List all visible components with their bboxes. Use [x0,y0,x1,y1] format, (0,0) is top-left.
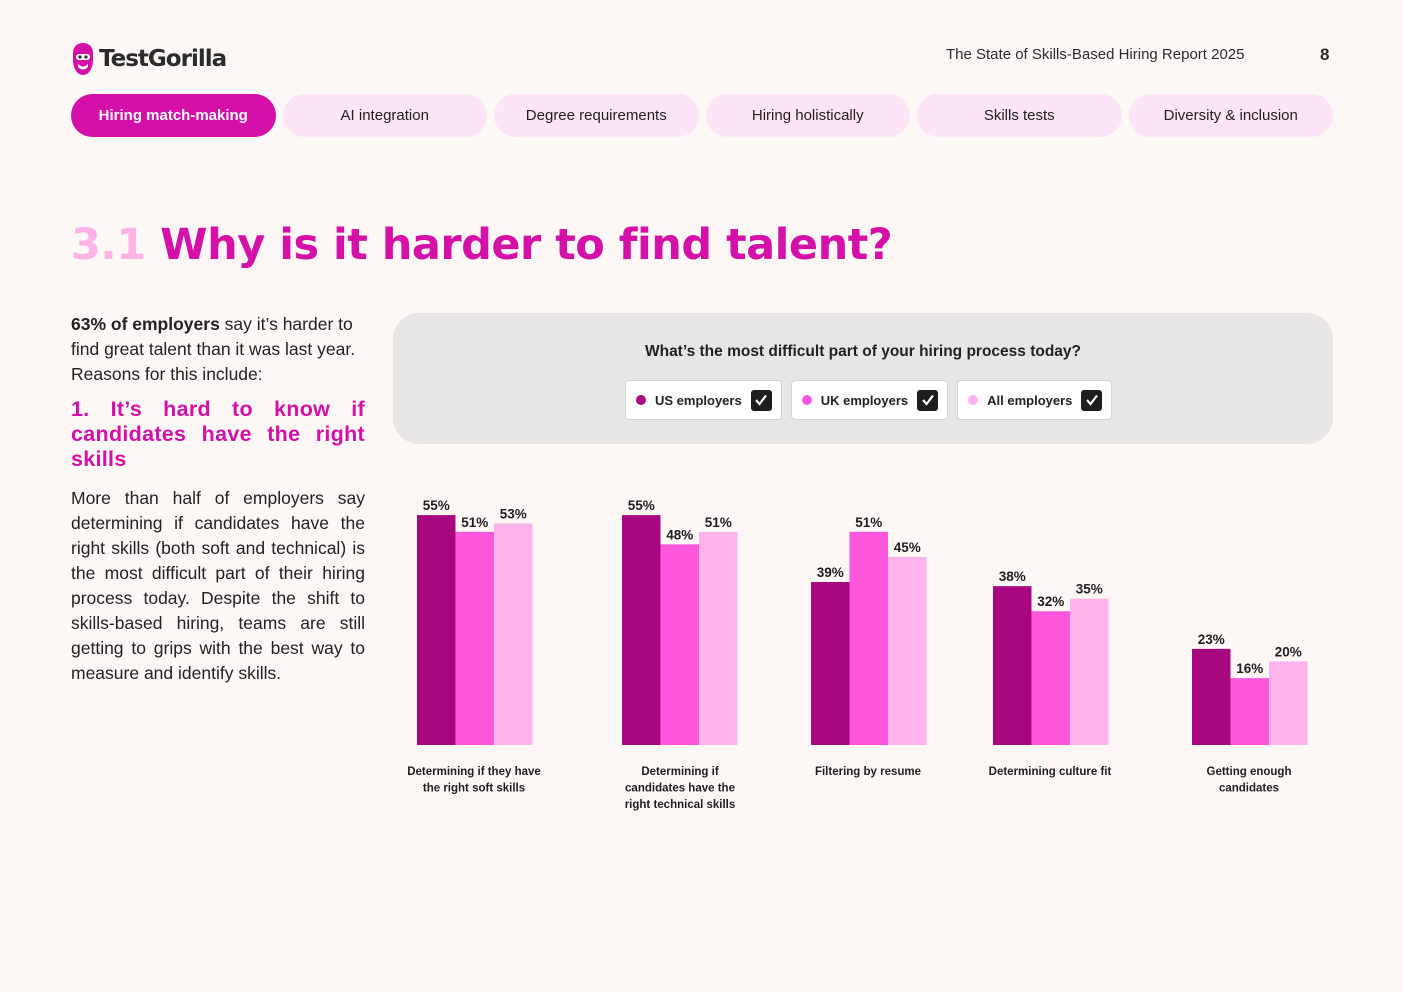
data-label-uk-employers-1: 51% [461,515,488,530]
tab-degree-requirements[interactable]: Degree requirements [494,94,699,137]
bar-uk-employers-2 [660,544,699,745]
intro-text: say it’s harder to find great talent tha… [71,314,356,384]
legend-us-employers[interactable]: US employers [625,380,782,420]
checkbox-icon[interactable] [1081,389,1103,411]
testgorilla-logo[interactable]: TestGorilla [71,42,227,76]
legend-all-employers[interactable]: All employers [957,380,1113,420]
bar-us-employers-2 [622,515,661,745]
intro-paragraph: 63% of employers say it’s harder to find… [71,312,365,387]
tab-diversity-inclusion[interactable]: Diversity & inclusion [1128,94,1333,137]
category-label-2: Determining if [641,766,718,778]
legend-dot-us [636,395,646,405]
tab-hiring-holistically[interactable]: Hiring holistically [705,94,910,137]
data-label-all-employers-5: 20% [1275,644,1302,659]
category-label-1: Determining if they have [407,766,541,778]
data-label-uk-employers-4: 32% [1037,594,1064,609]
checkbox-icon[interactable] [750,389,772,411]
category-label-5: Getting enough [1207,766,1292,778]
section-tabs: Hiring match-making AI integration Degre… [71,94,1333,137]
data-label-all-employers-1: 53% [500,506,527,521]
category-label-4: Determining culture fit [989,766,1112,778]
chart-header-panel: What’s the most difficult part of your h… [393,313,1333,444]
checkbox-icon[interactable] [917,389,939,411]
bar-all-employers-5 [1269,661,1308,745]
data-label-uk-employers-5: 16% [1236,661,1263,676]
data-label-uk-employers-3: 51% [855,515,882,530]
reason-heading: 1. It’s hard to know if candidates have … [71,397,365,471]
data-label-all-employers-3: 45% [894,540,921,555]
legend-label-us: US employers [655,392,742,408]
legend-dot-all [968,395,979,405]
bar-all-employers-1 [494,523,533,745]
brand-name: TestGorilla [99,46,227,72]
legend-label-all: All employers [987,392,1073,408]
data-label-us-employers-2: 55% [628,498,655,513]
category-label-5: candidates [1219,783,1279,795]
body-paragraph: More than half of employers say determin… [71,488,365,683]
bar-all-employers-4 [1070,598,1109,745]
section-number: 3.1 [71,220,146,270]
bar-all-employers-3 [888,556,927,745]
tab-hiring-match-making[interactable]: Hiring match-making [71,94,276,137]
bar-us-employers-4 [993,586,1032,745]
bar-uk-employers-1 [455,531,494,745]
data-label-us-employers-4: 38% [999,569,1026,584]
gorilla-icon [73,43,93,75]
article-column: 63% of employers say it’s harder to find… [71,312,365,686]
data-label-us-employers-5: 23% [1198,632,1225,647]
intro-stat: 63% of employers [71,314,220,334]
report-title: The State of Skills-Based Hiring Report … [946,46,1245,63]
category-label-3: Filtering by resume [815,766,921,778]
data-label-us-employers-1: 55% [423,498,450,513]
bar-us-employers-3 [811,581,850,745]
bar-uk-employers-5 [1230,678,1269,745]
legend-dot-uk [801,395,812,405]
category-label-1: the right soft skills [423,783,525,795]
page-number: 8 [1320,45,1330,64]
bar-us-employers-5 [1192,648,1231,745]
data-label-uk-employers-2: 48% [666,527,693,542]
data-label-all-employers-4: 35% [1076,582,1103,597]
tab-skills-tests[interactable]: Skills tests [917,94,1122,137]
data-label-us-employers-3: 39% [817,565,844,580]
section-title: Why is it harder to find talent? [160,220,893,270]
bar-chart: 55% 51% 53% Determining if they have the rig… [407,498,1308,811]
page-title: 3.1 Why is it harder to find talent? [71,220,893,270]
tab-ai-integration[interactable]: AI integration [282,94,487,137]
legend-uk-employers[interactable]: UK employers [790,380,949,420]
bar-uk-employers-3 [849,531,888,745]
bar-us-employers-1 [417,515,456,745]
data-label-all-employers-2: 51% [705,515,732,530]
legend-label-uk: UK employers [820,392,909,408]
category-label-2: right technical skills [625,799,736,811]
bar-all-employers-2 [699,531,738,745]
chart-legend: US employers UK employers All employers [625,380,1113,420]
chart-title: What’s the most difficult part of your h… [644,343,1082,360]
category-label-2: candidates have the [625,783,735,795]
bar-uk-employers-4 [1031,611,1070,745]
